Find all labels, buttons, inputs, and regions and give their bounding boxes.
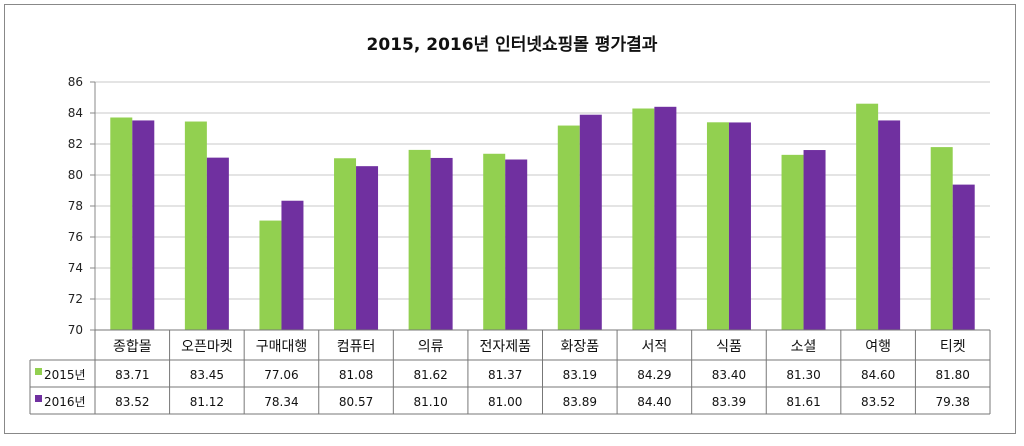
table-value: 83.89 (563, 395, 597, 409)
category-label: 구매대행 (256, 339, 308, 355)
table-value: 81.61 (786, 395, 820, 409)
bar-2015 (408, 149, 431, 330)
table-value: 81.12 (190, 395, 224, 409)
table-value: 84.29 (637, 368, 671, 382)
bar-2016 (206, 157, 229, 330)
bar-2016 (952, 184, 975, 330)
y-tick-label: 76 (68, 230, 83, 244)
category-label: 화장품 (560, 339, 599, 355)
category-label: 오픈마켓 (181, 339, 233, 355)
category-label: 티켓 (940, 339, 966, 355)
bar-2016 (803, 150, 826, 330)
table-value: 80.57 (339, 395, 373, 409)
bar-2016 (132, 120, 155, 330)
category-label: 서적 (641, 339, 667, 355)
category-label: 종합몰 (113, 339, 152, 355)
bar-2016 (654, 106, 677, 330)
y-tick-label: 72 (68, 292, 83, 306)
bar-2015 (557, 125, 580, 331)
table-value: 83.52 (115, 395, 149, 409)
bar-2015 (184, 121, 207, 331)
table-value: 77.06 (264, 368, 298, 382)
bar-2015 (930, 147, 953, 330)
bar-2016 (878, 120, 901, 330)
bar-2015 (706, 122, 729, 330)
y-tick-label: 84 (68, 106, 83, 120)
category-label: 소셜 (791, 339, 817, 355)
bar-2015 (110, 117, 133, 331)
bar-2015 (856, 103, 879, 330)
legend-key-2015 (35, 368, 42, 375)
table-value: 83.71 (115, 368, 149, 382)
table-value: 83.52 (861, 395, 895, 409)
table-value: 83.45 (190, 368, 224, 382)
bar-2016 (281, 200, 304, 330)
y-tick-label: 86 (68, 75, 83, 89)
table-value: 81.10 (413, 395, 447, 409)
table-value: 84.60 (861, 368, 895, 382)
bar-2016 (579, 114, 602, 330)
table-value: 78.34 (264, 395, 298, 409)
table-value: 81.30 (786, 368, 820, 382)
category-label: 여행 (865, 339, 891, 355)
bar-2016 (356, 166, 379, 330)
table-value: 81.08 (339, 368, 373, 382)
table-value: 79.38 (936, 395, 970, 409)
table-value: 83.40 (712, 368, 746, 382)
bar-2015 (259, 220, 282, 330)
chart-title: 2015, 2016년 인터넷쇼핑몰 평가결과 (366, 35, 658, 55)
legend-key-2016 (35, 395, 42, 402)
bar-2015 (483, 153, 506, 330)
y-tick-label: 78 (68, 199, 83, 213)
category-label: 식품 (716, 339, 742, 355)
legend-label: 2016년 (44, 395, 86, 409)
table-value: 84.40 (637, 395, 671, 409)
category-label: 전자제품 (479, 339, 531, 355)
bar-2016 (505, 159, 528, 330)
y-tick-label: 70 (68, 323, 83, 337)
table-value: 81.37 (488, 368, 522, 382)
category-label: 컴퓨터 (337, 339, 376, 355)
table-value: 83.39 (712, 395, 746, 409)
table-value: 83.19 (563, 368, 597, 382)
category-label: 의류 (418, 339, 444, 355)
table-value: 81.80 (936, 368, 970, 382)
y-tick-label: 80 (68, 168, 83, 182)
chart-border (4, 4, 1016, 434)
bar-2016 (728, 122, 751, 330)
table-value: 81.62 (413, 368, 447, 382)
bar-2015 (334, 158, 357, 330)
bar-2015 (781, 154, 804, 330)
legend-label: 2015년 (44, 368, 86, 382)
y-tick-label: 82 (68, 137, 83, 151)
y-tick-label: 74 (68, 261, 83, 275)
table-value: 81.00 (488, 395, 522, 409)
bar-2016 (430, 157, 453, 330)
bar-2015 (632, 108, 655, 330)
